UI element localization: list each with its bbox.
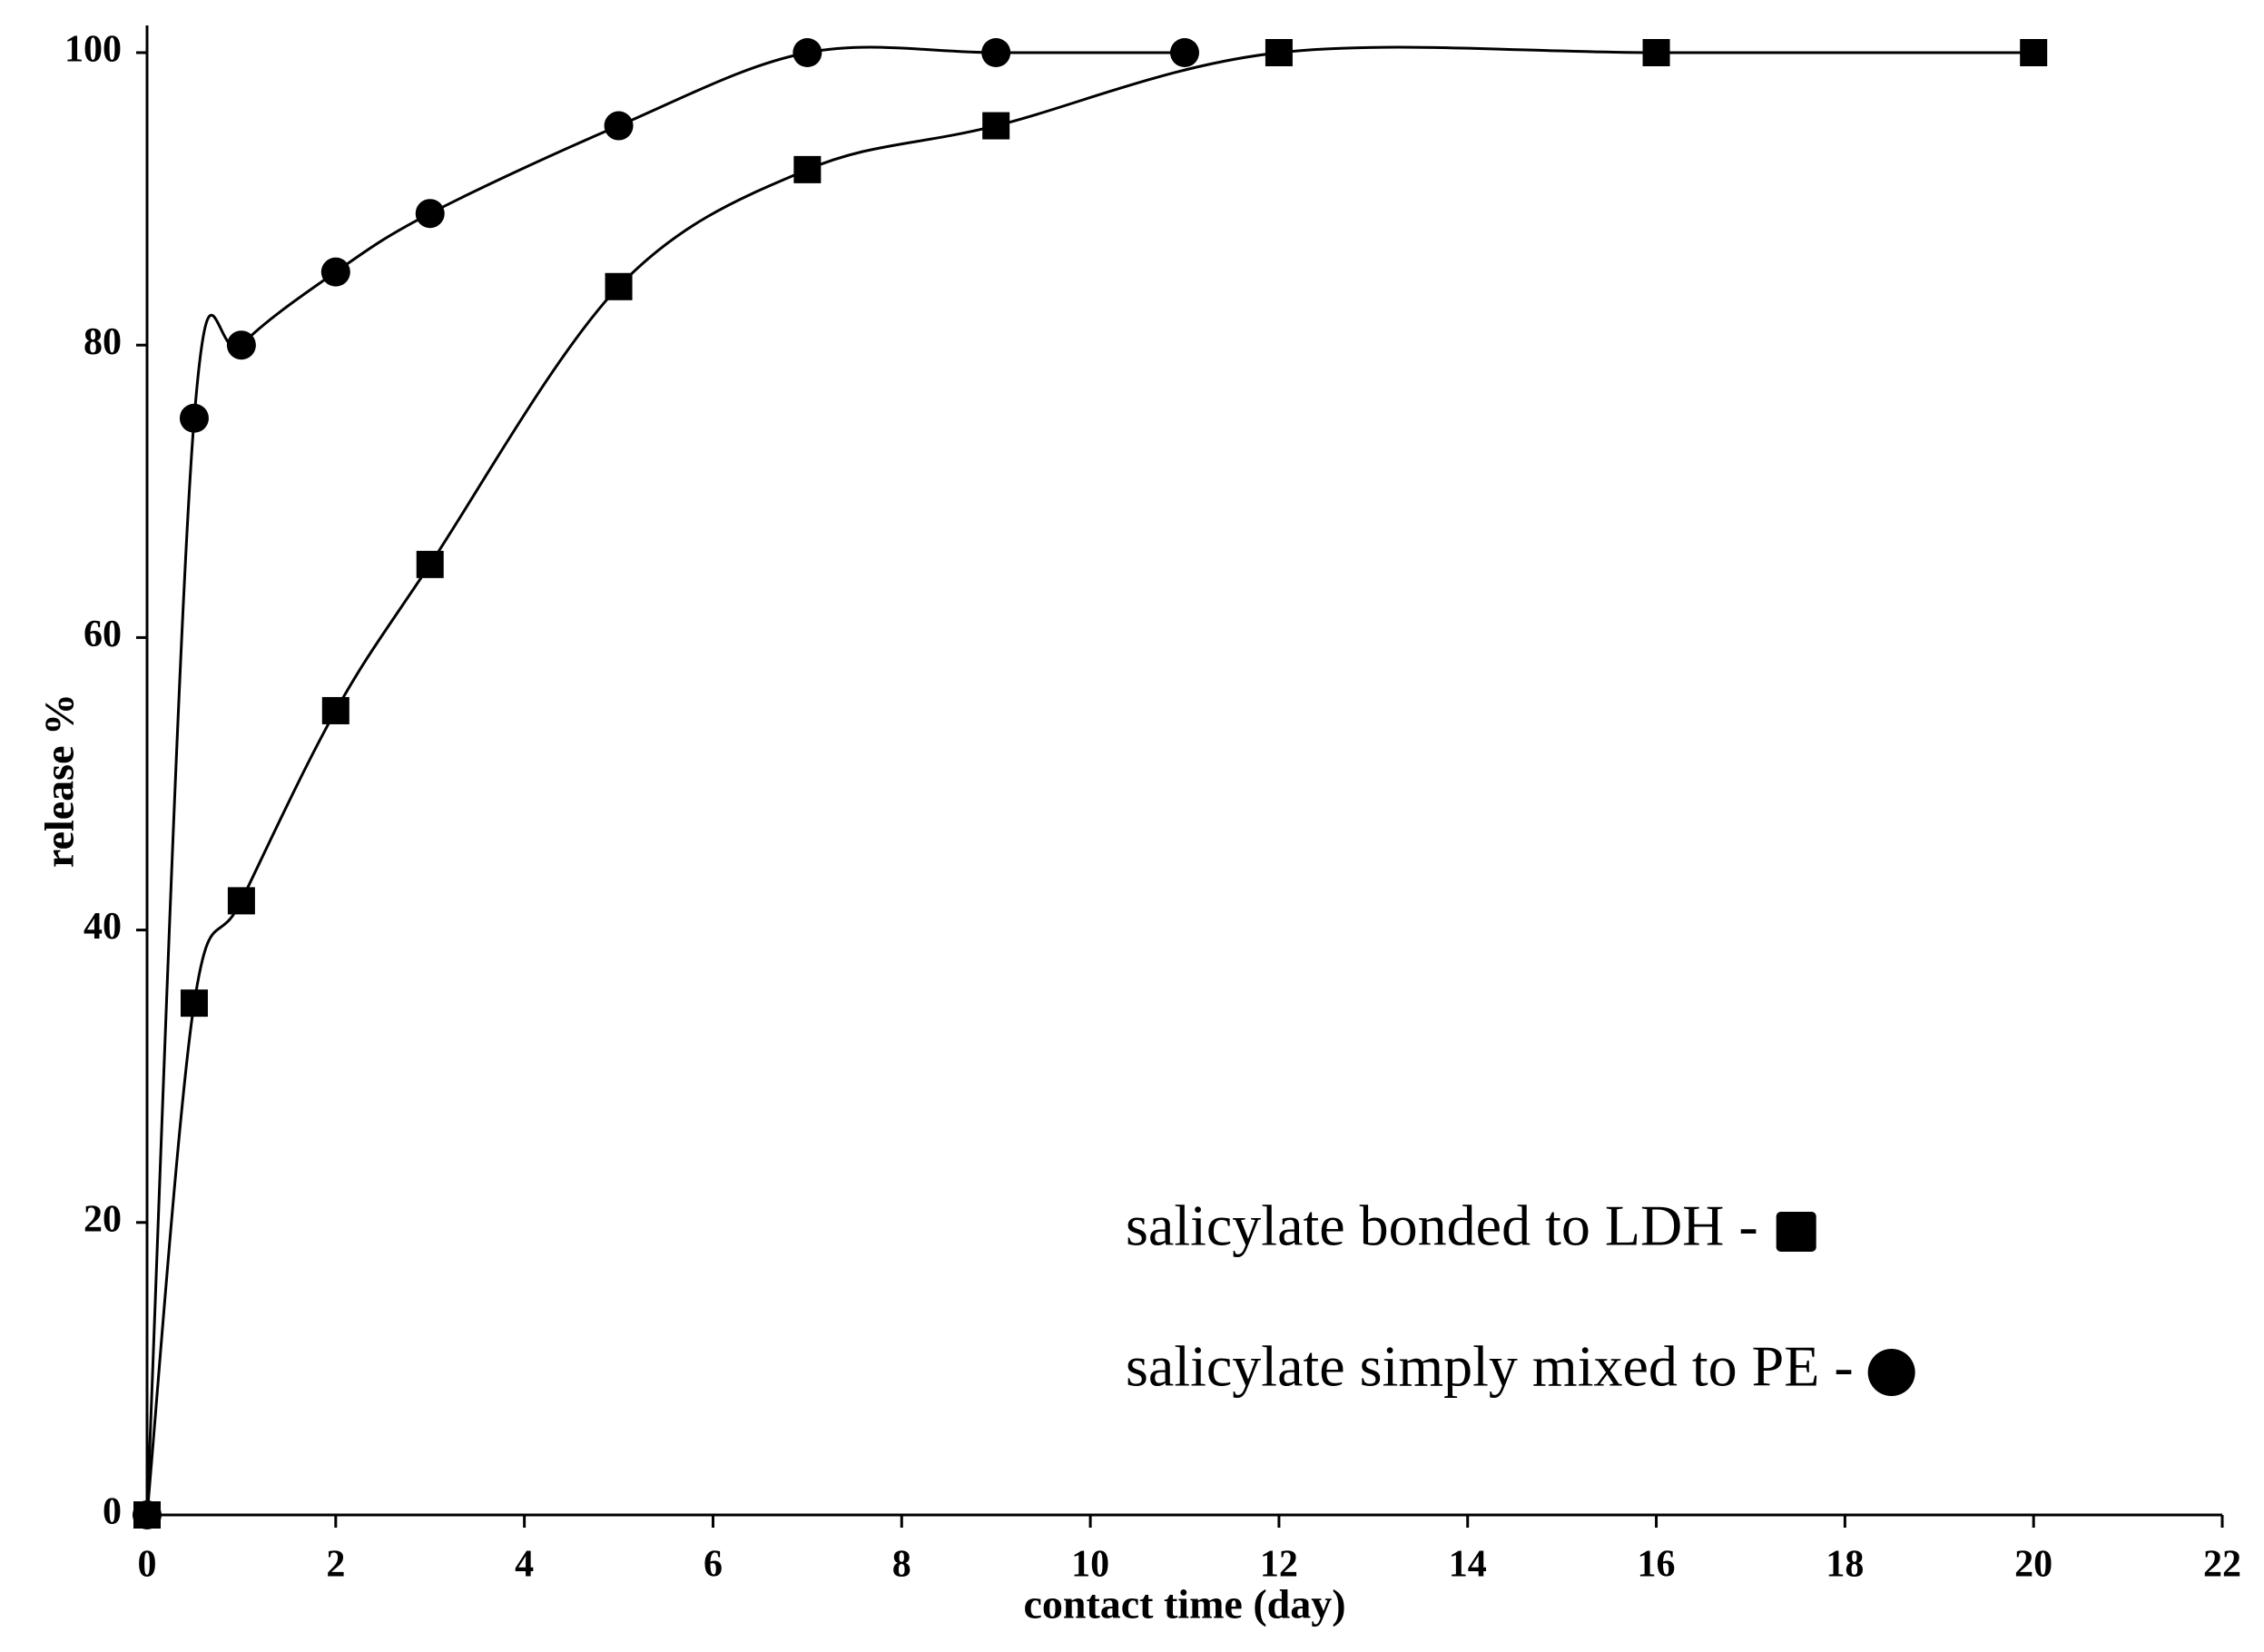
data-point (415, 199, 445, 229)
legend-marker (1776, 1212, 1816, 1252)
y-tick-label: 0 (103, 1491, 122, 1533)
data-point (320, 257, 350, 287)
data-point (226, 330, 256, 360)
y-tick-label: 20 (84, 1198, 122, 1240)
x-tick-label: 14 (1449, 1544, 1487, 1586)
x-tick-label: 12 (1260, 1544, 1298, 1586)
x-tick-label: 22 (2203, 1544, 2241, 1586)
y-tick-label: 40 (84, 906, 122, 948)
data-point (1265, 39, 1293, 66)
x-axis-label: contact time (day) (1023, 1581, 1345, 1627)
data-point (2020, 39, 2048, 66)
data-point (605, 272, 633, 300)
x-tick-label: 16 (1638, 1544, 1676, 1586)
y-axis-label: release % (36, 693, 83, 868)
data-point (792, 38, 822, 67)
data-point (1170, 38, 1199, 67)
legend-marker (1867, 1349, 1915, 1396)
x-tick-label: 2 (326, 1544, 345, 1586)
y-tick-label: 80 (84, 321, 122, 363)
x-tick-label: 0 (138, 1544, 157, 1586)
data-point (604, 111, 634, 141)
legend-label: salicylate bonded to LDH - (1126, 1194, 1758, 1258)
data-point (1642, 39, 1670, 66)
x-tick-label: 20 (2014, 1544, 2052, 1586)
data-point (321, 696, 349, 724)
data-point (416, 550, 444, 578)
data-point (793, 155, 822, 183)
y-tick-label: 100 (64, 29, 122, 71)
series-line (145, 45, 1185, 1516)
data-point (180, 989, 208, 1018)
y-tick-label: 60 (84, 614, 122, 655)
data-point (133, 1500, 162, 1529)
legend-label: salicylate simply mixed to PE - (1126, 1334, 1854, 1399)
data-point (982, 112, 1010, 140)
data-point (179, 403, 209, 433)
x-tick-label: 18 (1826, 1544, 1864, 1586)
x-tick-label: 10 (1071, 1544, 1109, 1586)
data-point (981, 38, 1011, 67)
data-point (227, 887, 255, 915)
x-tick-label: 8 (892, 1544, 911, 1586)
x-tick-label: 4 (515, 1544, 534, 1586)
x-tick-label: 6 (704, 1544, 723, 1586)
series-line (145, 45, 2034, 1516)
